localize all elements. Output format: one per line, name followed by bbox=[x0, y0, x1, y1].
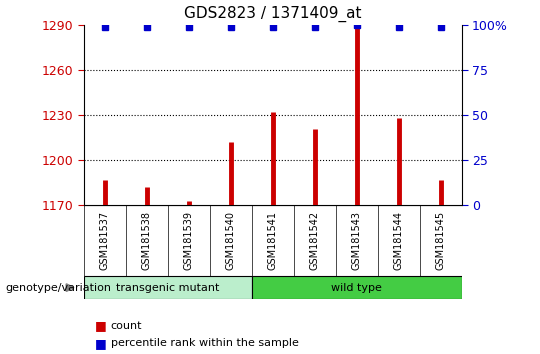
Bar bbox=[252, 276, 462, 299]
Text: GSM181539: GSM181539 bbox=[184, 211, 194, 270]
Text: GSM181541: GSM181541 bbox=[268, 211, 278, 270]
Text: ■: ■ bbox=[94, 337, 106, 350]
Text: wild type: wild type bbox=[331, 282, 382, 293]
Text: count: count bbox=[111, 321, 142, 331]
Text: genotype/variation: genotype/variation bbox=[5, 282, 111, 293]
Text: GSM181543: GSM181543 bbox=[352, 211, 362, 270]
Bar bbox=[84, 276, 252, 299]
Text: GSM181538: GSM181538 bbox=[141, 211, 152, 270]
Text: percentile rank within the sample: percentile rank within the sample bbox=[111, 338, 299, 348]
Text: GSM181545: GSM181545 bbox=[436, 211, 446, 270]
Text: ■: ■ bbox=[94, 319, 106, 332]
Text: GSM181544: GSM181544 bbox=[394, 211, 404, 270]
Text: transgenic mutant: transgenic mutant bbox=[116, 282, 219, 293]
Text: GSM181540: GSM181540 bbox=[226, 211, 235, 270]
Text: GSM181537: GSM181537 bbox=[100, 211, 110, 270]
Text: GSM181542: GSM181542 bbox=[310, 211, 320, 270]
Title: GDS2823 / 1371409_at: GDS2823 / 1371409_at bbox=[184, 6, 361, 22]
